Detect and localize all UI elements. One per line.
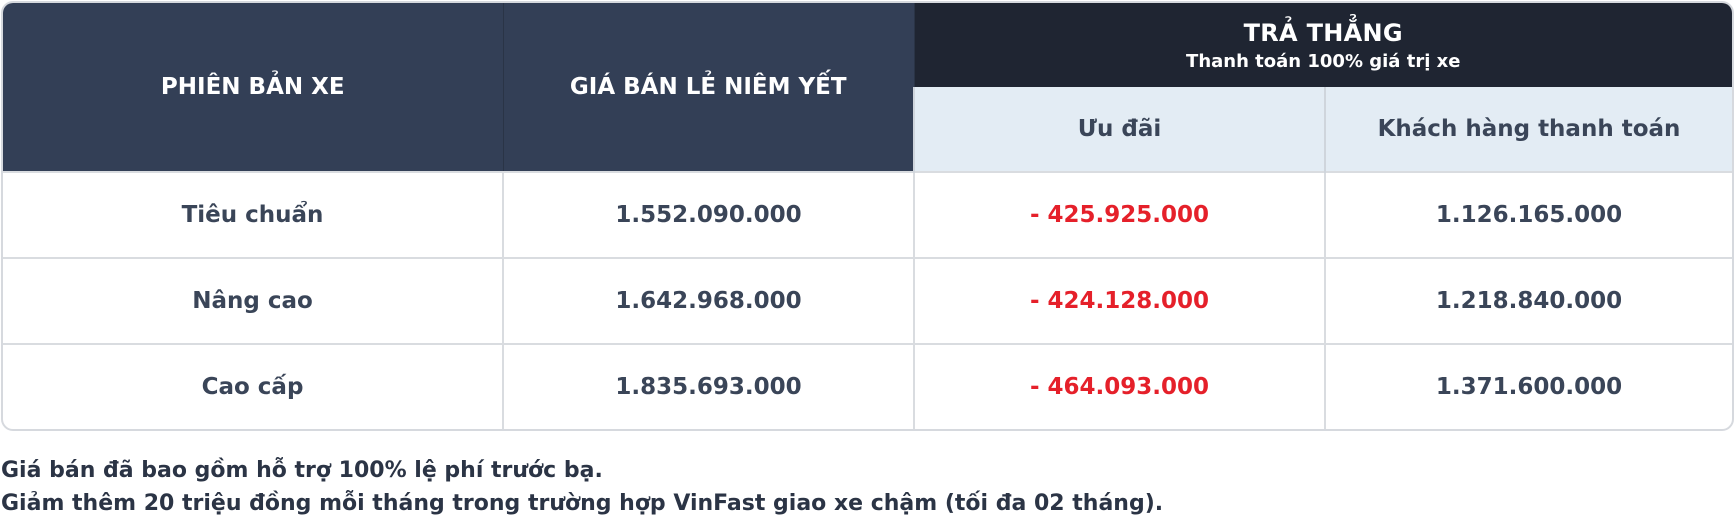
cell-list-price: 1.552.090.000: [502, 171, 914, 258]
cell-list-price: 1.835.693.000: [502, 343, 914, 429]
cell-version: Tiêu chuẩn: [3, 171, 503, 258]
header-discount: Ưu đãi: [913, 87, 1325, 172]
footnote-registration-fee: Giá bán đã bao gồm hỗ trợ 100% lệ phí tr…: [1, 458, 603, 483]
price-table: PHIÊN BẢN XE GIÁ BÁN LẺ NIÊM YẾT TRẢ THẲ…: [1, 1, 1734, 431]
header-row-bottom: Ưu đãi Khách hàng thanh toán: [3, 87, 1732, 172]
header-row-top: PHIÊN BẢN XE GIÁ BÁN LẺ NIÊM YẾT TRẢ THẲ…: [3, 3, 1732, 172]
price-table-grid: PHIÊN BẢN XE GIÁ BÁN LẺ NIÊM YẾT TRẢ THẲ…: [3, 3, 1732, 429]
cell-discount: - 424.128.000: [913, 257, 1325, 344]
table-row: Nâng cao 1.642.968.000 - 424.128.000 1.2…: [3, 257, 1732, 344]
cell-version: Nâng cao: [3, 257, 503, 344]
cell-version: Cao cấp: [3, 343, 503, 429]
header-group-full-payment: TRẢ THẲNG Thanh toán 100% giá trị xe: [914, 3, 1732, 87]
header-customer-pays: Khách hàng thanh toán: [1323, 87, 1732, 172]
table-row: Cao cấp 1.835.693.000 - 464.093.000 1.37…: [3, 343, 1732, 429]
cell-customer-pays: 1.218.840.000: [1323, 257, 1732, 344]
footnote-late-delivery: Giảm thêm 20 triệu đồng mỗi tháng trong …: [1, 491, 1164, 516]
cell-list-price: 1.642.968.000: [502, 257, 914, 344]
header-list-price: GIÁ BÁN LẺ NIÊM YẾT: [503, 3, 915, 172]
footnotes: Giá bán đã bao gồm hỗ trợ 100% lệ phí tr…: [1, 454, 1163, 520]
cell-discount: - 464.093.000: [913, 343, 1325, 429]
cell-discount: - 425.925.000: [913, 171, 1325, 258]
table-row: Tiêu chuẩn 1.552.090.000 - 425.925.000 1…: [3, 171, 1732, 258]
cell-customer-pays: 1.126.165.000: [1323, 171, 1732, 258]
group-subtitle: Thanh toán 100% giá trị xe: [1186, 50, 1461, 72]
cell-customer-pays: 1.371.600.000: [1323, 343, 1732, 429]
group-title: TRẢ THẲNG: [1243, 18, 1403, 47]
header-version: PHIÊN BẢN XE: [3, 3, 504, 172]
